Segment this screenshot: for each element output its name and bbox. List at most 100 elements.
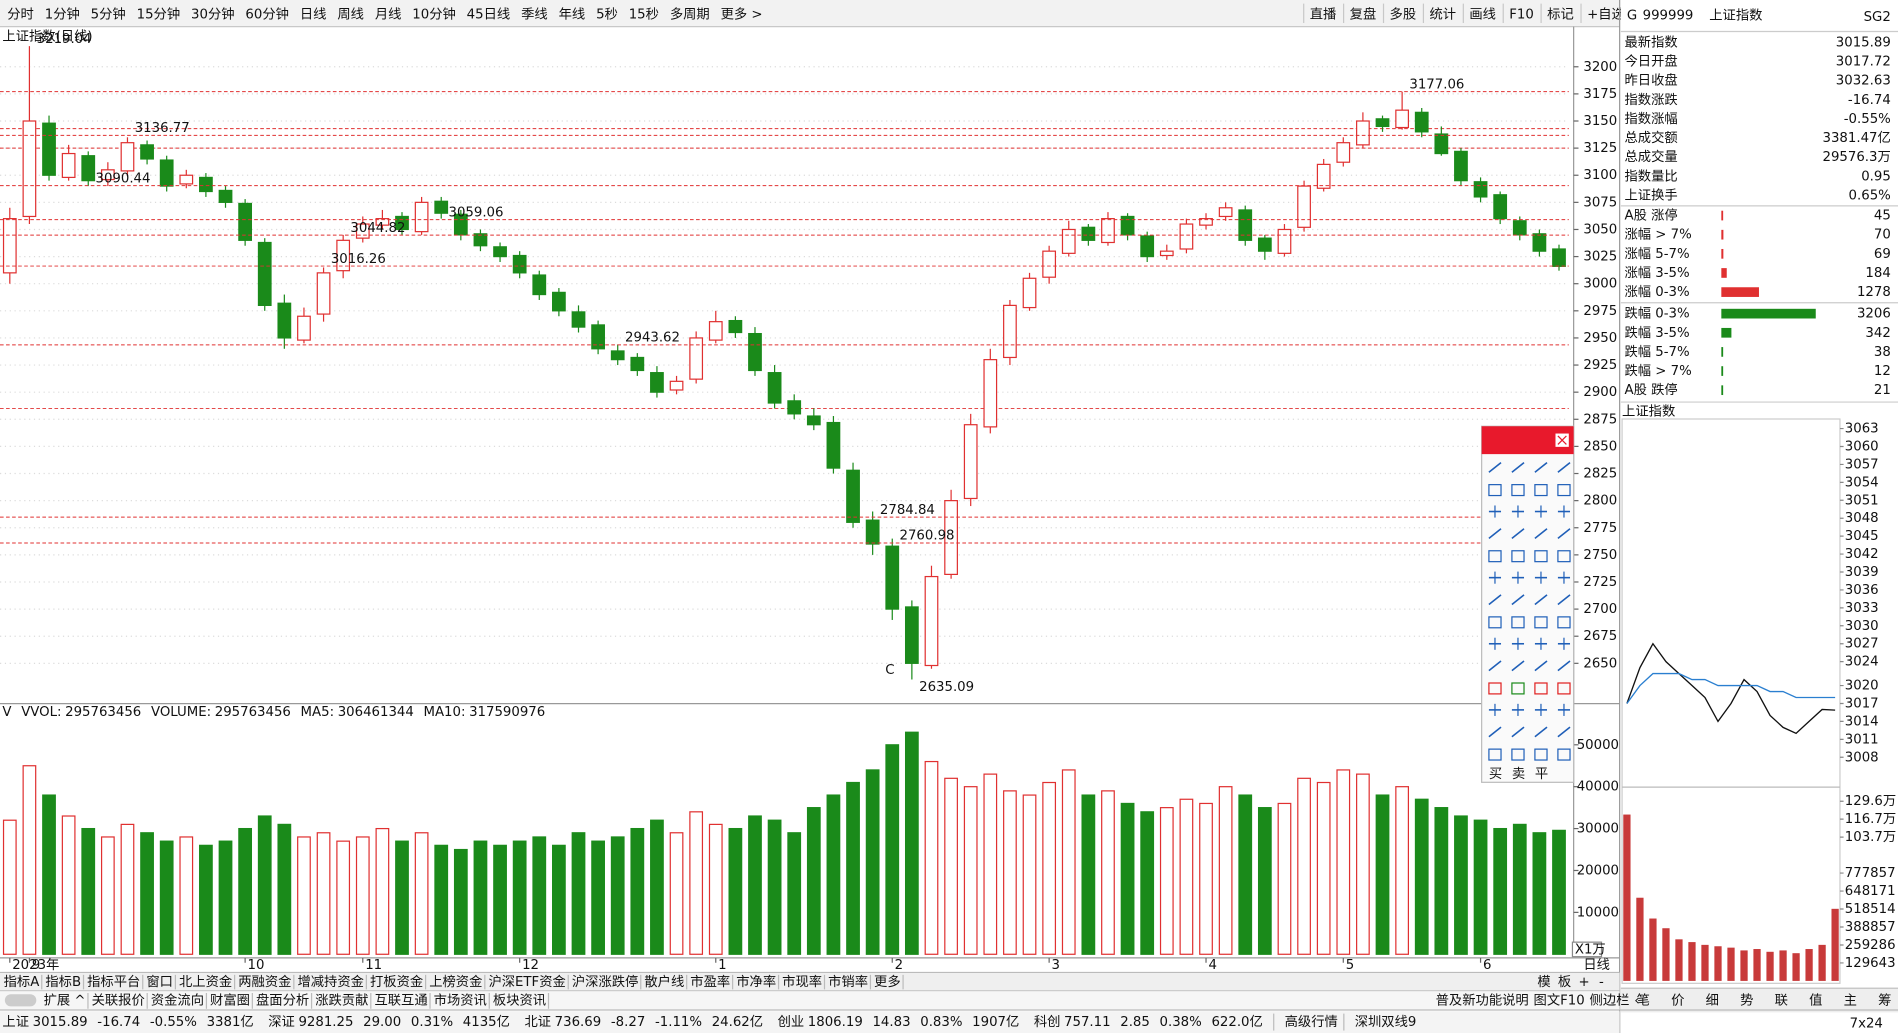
tool-button[interactable]: 标记 [1547,7,1574,23]
intraday-volume-bar [1740,950,1748,981]
feature-link[interactable]: 侧边栏 [1590,992,1630,1008]
y-tick-label: 3175 [1583,87,1617,102]
feature-link[interactable]: ‹ [1634,993,1639,1008]
indicator-tab[interactable]: 窗口 [146,973,173,990]
indicator-tab[interactable]: 打板资金 [370,974,423,990]
period-tab[interactable]: 10分钟 [412,6,456,23]
period-tab[interactable]: 15分钟 [137,6,181,23]
indicator-tab[interactable]: 市销率 [828,973,868,990]
volume-bar [140,832,154,955]
indicator-tab[interactable]: 上榜资金 [429,973,482,990]
period-tab[interactable]: 5秒 [596,7,618,23]
panel-tab[interactable]: 细 [1706,992,1719,1008]
info-tab[interactable]: 关联报价 [92,992,145,1008]
indicator-tab[interactable]: 市净率 [736,973,776,990]
template-button[interactable]: - [1599,975,1604,990]
volume-bar [1493,827,1508,955]
period-tab[interactable]: 更多 > [721,6,763,23]
period-tab[interactable]: 年线 [559,7,586,23]
tool-button[interactable]: +自选 [1587,7,1625,23]
feature-link[interactable]: 普及新功能说明 [1436,992,1529,1008]
panel-tab[interactable]: 笔 [1637,992,1650,1008]
panel-tab[interactable]: 价 [1671,993,1684,1008]
period-tab[interactable]: 周线 [337,7,364,23]
tool-button[interactable]: 统计 [1429,7,1456,23]
x-tick-label: 4 [1208,958,1216,973]
period-tab[interactable]: 分时 [7,7,34,23]
status-extra[interactable]: 高级行情 [1285,1013,1338,1030]
tool-button[interactable]: F10 [1509,8,1534,23]
intraday-volume-bar [1727,947,1735,981]
tool-icon [1534,528,1548,540]
panel-tab[interactable]: 势 [1740,992,1753,1008]
volume-bar [630,827,645,955]
indicator-tab[interactable]: 市盈率 [690,973,730,990]
tool-button[interactable]: 多股 [1390,6,1417,23]
period-tab[interactable]: 日线 [300,7,327,23]
info-tab[interactable]: 扩展 ^ [44,992,86,1008]
tab-row [0,972,1620,991]
tool-button[interactable]: 画线 [1469,7,1496,23]
indicator-tab[interactable]: 更多 [874,973,901,990]
tool-icon [1511,660,1525,672]
indicator-tab[interactable]: 北上资金 [179,974,232,990]
indicator-tab[interactable]: 指标平台 [87,974,140,990]
status-extra[interactable]: 深圳双线9 [1355,1014,1417,1030]
info-tab[interactable]: 财富圈 [210,991,250,1008]
period-tab[interactable]: 1分钟 [45,6,80,23]
indicator-tab[interactable]: 散户线 [644,973,684,990]
intraday-volume-bar [1779,950,1787,981]
info-tab[interactable]: 资金流向 [151,992,204,1008]
y-tick-label: 3027 [1845,637,1879,652]
tab-bar [1620,988,1898,1013]
volume-bar [512,840,527,955]
period-tab[interactable]: 季线 [521,7,548,23]
panel-tab[interactable]: 筹 [1878,991,1891,1008]
dist-bar [1721,248,1724,259]
indicator-tab[interactable]: 市现率 [782,973,822,990]
info-tab[interactable]: 市场资讯 [434,991,487,1008]
period-tab[interactable]: 60分钟 [245,6,289,23]
candle-body [1218,207,1233,218]
period-tab[interactable]: 月线 [375,7,402,23]
info-tab[interactable]: 板块资讯 [493,992,546,1008]
info-tab[interactable]: 互联互通 [374,992,427,1008]
tool-button[interactable]: 复盘 [1350,6,1377,23]
info-tab[interactable]: 盘面分析 [256,991,309,1008]
index-name: 科创 [1034,1014,1061,1030]
price-annotation: 3219.04 [37,32,92,47]
volume-bar [1356,773,1370,955]
period-tab[interactable]: 5分钟 [91,6,126,23]
tool-icon [1511,484,1525,497]
tool-icon [1488,550,1502,563]
candle-body [650,372,664,393]
palette-footer: 平 [1535,767,1548,782]
panel-tab[interactable]: 联 [1775,992,1788,1008]
template-button[interactable]: + [1578,975,1589,990]
dist-value: 38 [1874,345,1891,360]
indicator-tab[interactable]: 指标B [45,974,81,990]
indicator-tab[interactable]: 指标A [4,974,40,990]
indicator-tab[interactable]: 沪深ETF资金 [488,974,565,990]
panel-tab[interactable]: 值 [1809,992,1822,1008]
y-tick-label: 2850 [1583,439,1617,454]
tool-button[interactable]: 直播 [1310,7,1337,23]
indicator-tab[interactable]: 沪深涨跌停 [572,973,638,990]
panel-tab[interactable]: 主 [1844,992,1857,1008]
period-tab[interactable]: 15秒 [629,7,659,23]
template-button[interactable]: 板 [1558,974,1571,990]
indicator-tab[interactable]: 增减持资金 [297,974,363,990]
dist-label: 涨幅 5-7% [1624,246,1689,262]
index-value: 0.31% [411,1015,453,1030]
period-tab[interactable]: 45日线 [467,7,511,23]
period-tab[interactable]: 30分钟 [191,6,235,23]
volume-bar [846,781,860,955]
y-tick-label: 3024 [1845,655,1879,670]
indicator-tab[interactable]: 两融资金 [238,974,291,990]
info-tab[interactable]: 涨跌贡献 [315,992,368,1008]
feature-link[interactable]: 图文F10 [1534,992,1585,1008]
period-tab[interactable]: 多周期 [670,6,710,23]
volume-bar [669,832,684,955]
volume-bar [297,836,311,955]
template-button[interactable]: 模 [1537,974,1550,990]
